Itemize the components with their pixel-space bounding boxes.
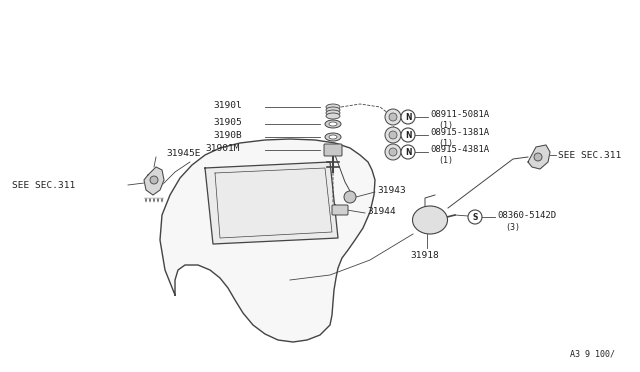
Circle shape [389,131,397,139]
Polygon shape [144,167,164,195]
FancyBboxPatch shape [324,144,342,156]
Text: S: S [472,212,477,221]
Text: 08915-1381A: 08915-1381A [430,128,489,137]
Circle shape [385,144,401,160]
Text: 3190l: 3190l [213,100,242,109]
Circle shape [389,148,397,156]
Text: 31905: 31905 [213,118,242,126]
Text: 31943: 31943 [377,186,406,195]
Ellipse shape [326,113,340,119]
Text: N: N [404,112,412,122]
Circle shape [150,176,158,184]
Circle shape [534,153,542,161]
Text: N: N [404,131,412,140]
Text: 08911-5081A: 08911-5081A [430,109,489,119]
Ellipse shape [325,133,341,141]
Polygon shape [160,139,375,342]
Circle shape [389,113,397,121]
Circle shape [401,110,415,124]
Text: SEE SEC.311: SEE SEC.311 [12,180,76,189]
Polygon shape [528,145,550,169]
Ellipse shape [326,104,340,110]
Circle shape [401,128,415,142]
Text: (1): (1) [438,155,453,164]
Text: 31918: 31918 [410,250,439,260]
Text: 31901M: 31901M [205,144,239,153]
Text: SEE SEC.311: SEE SEC.311 [558,151,621,160]
Text: (1): (1) [438,138,453,148]
Ellipse shape [325,120,341,128]
Ellipse shape [326,110,340,116]
Text: (1): (1) [438,121,453,129]
Text: 08360-5142D: 08360-5142D [497,211,556,219]
Polygon shape [205,162,338,244]
Circle shape [401,145,415,159]
Ellipse shape [329,122,337,126]
Text: 3190B: 3190B [213,131,242,140]
Text: 31944: 31944 [367,206,396,215]
Text: (3): (3) [505,222,520,231]
Text: 31945E: 31945E [166,148,200,157]
Text: 08915-4381A: 08915-4381A [430,144,489,154]
Ellipse shape [326,107,340,113]
Circle shape [385,127,401,143]
Circle shape [385,109,401,125]
Circle shape [468,210,482,224]
Text: N: N [404,148,412,157]
Ellipse shape [329,135,337,139]
FancyBboxPatch shape [332,205,348,215]
Text: A3 9 100/: A3 9 100/ [570,350,615,359]
Circle shape [344,191,356,203]
Ellipse shape [413,206,447,234]
